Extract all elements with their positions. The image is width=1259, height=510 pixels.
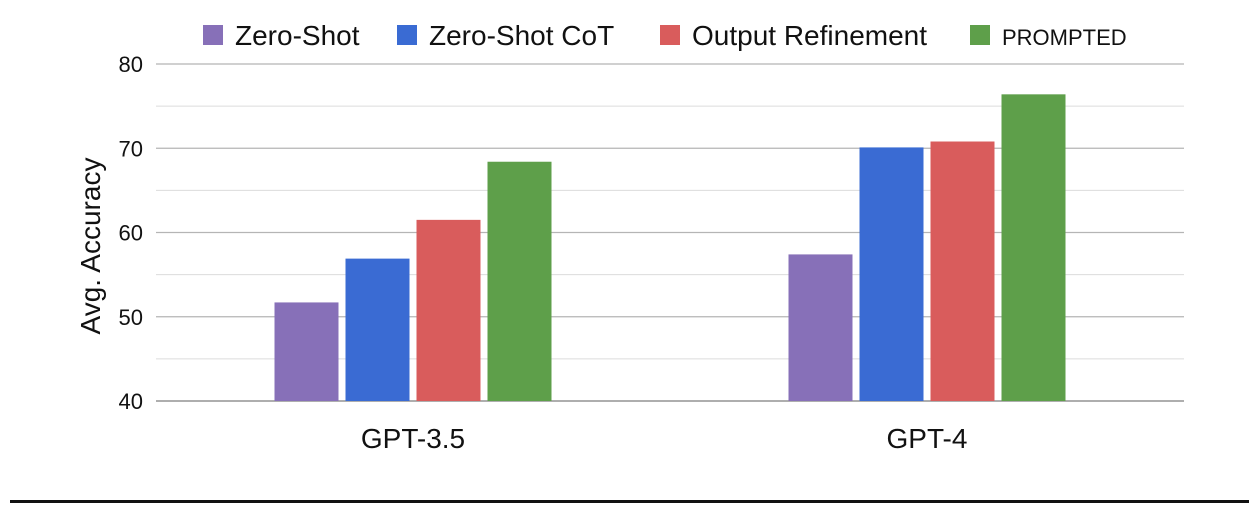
bar-prompted-gpt-4	[1001, 94, 1066, 401]
legend-label: Zero-Shot CoT	[429, 20, 614, 51]
bar-output-refinement-gpt-3-5	[416, 219, 481, 401]
legend-label: Zero-Shot	[235, 20, 360, 51]
legend-swatch	[203, 25, 223, 45]
y-tick-label: 50	[119, 305, 143, 330]
y-tick-label: 60	[119, 221, 143, 246]
footer-divider	[10, 500, 1249, 503]
legend-label: PROMPTED	[1002, 25, 1127, 50]
bar-prompted-gpt-3-5	[487, 161, 552, 401]
y-axis-ticks: 40 50 60 70 80	[119, 52, 143, 414]
x-tick-label: GPT-4	[887, 423, 968, 454]
x-tick-label: GPT-3.5	[361, 423, 465, 454]
x-axis-ticks: GPT-3.5 GPT-4	[361, 423, 968, 454]
legend: Zero-Shot Zero-Shot CoT Output Refinement P…	[203, 20, 1127, 51]
bar-zero-shot-cot-gpt-4	[859, 147, 924, 401]
legend-swatch	[970, 25, 990, 45]
y-tick-label: 70	[119, 136, 143, 161]
bar-zero-shot-gpt-4	[788, 254, 853, 401]
legend-label: Output Refinement	[692, 20, 927, 51]
legend-swatch	[660, 25, 680, 45]
legend-swatch	[397, 25, 417, 45]
bars	[274, 94, 1066, 401]
y-tick-label: 80	[119, 52, 143, 77]
bar-zero-shot-gpt-3-5	[274, 302, 339, 401]
y-tick-label: 40	[119, 389, 143, 414]
bar-zero-shot-cot-gpt-3-5	[345, 258, 410, 401]
bar-output-refinement-gpt-4	[930, 141, 995, 401]
y-axis-label: Avg. Accuracy	[75, 158, 106, 335]
